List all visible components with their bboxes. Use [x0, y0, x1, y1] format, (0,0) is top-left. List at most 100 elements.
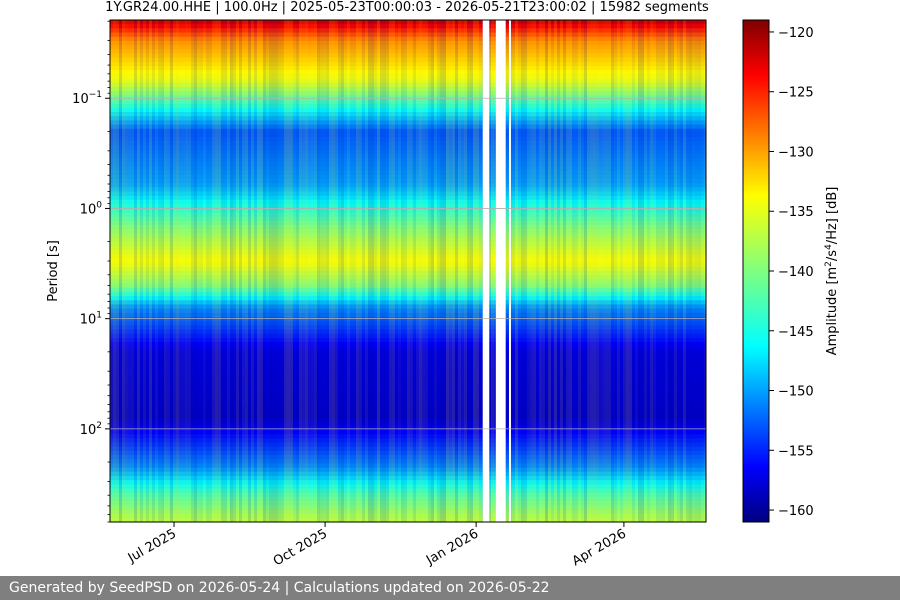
heatmap-stripe	[353, 20, 356, 522]
heatmap-row	[110, 258, 706, 264]
heatmap-stripe	[413, 20, 416, 522]
heatmap-stripe	[290, 20, 293, 522]
heatmap-row	[110, 509, 706, 515]
heatmap-row	[110, 91, 706, 96]
heatmap-row	[110, 28, 706, 34]
heatmap-row	[110, 224, 706, 230]
heatmap-row	[110, 513, 706, 519]
heatmap-row	[110, 421, 706, 427]
heatmap-stripe	[569, 20, 572, 522]
heatmap-stripe	[113, 20, 116, 522]
heatmap-stripe	[128, 20, 131, 522]
heatmap-stripe	[557, 20, 560, 522]
heatmap-row	[110, 467, 706, 473]
colorbar-tick-label: −145	[778, 325, 814, 340]
heatmap-stripe	[425, 20, 428, 522]
heatmap-stripe	[329, 20, 332, 522]
heatmap-stripe	[161, 20, 164, 522]
heatmap-stripe	[284, 20, 287, 522]
heatmap-stripe	[212, 20, 215, 522]
heatmap-stripe	[455, 20, 458, 522]
heatmap-row	[110, 287, 706, 293]
heatmap-stripe	[356, 20, 359, 522]
heatmap-stripe	[206, 20, 209, 522]
heatmap-stripe	[605, 20, 608, 522]
heatmap-stripe	[701, 20, 704, 522]
heatmap-row	[110, 400, 706, 406]
heatmap-stripe	[527, 20, 530, 522]
heatmap-stripe	[548, 20, 551, 522]
heatmap-stripe	[299, 20, 302, 522]
heatmap-stripe	[185, 20, 188, 522]
heatmap-stripe	[374, 20, 377, 522]
heatmap-stripe	[281, 20, 284, 522]
heatmap-stripe	[143, 20, 146, 522]
heatmap-row	[110, 455, 706, 460]
heatmap-stripe	[575, 20, 578, 522]
heatmap-row	[110, 501, 706, 506]
heatmap-stripe	[314, 20, 317, 522]
heatmap-row	[110, 392, 706, 398]
chart-title: 1Y.GR24.00.HHE | 100.0Hz | 2025-05-23T00…	[105, 0, 709, 15]
heatmap-row	[110, 404, 706, 410]
heatmap-row	[110, 216, 706, 222]
footer-bar: Generated by SeedPSD on 2026-05-24 | Cal…	[0, 576, 900, 600]
colorbar-ticks: −120 −125 −130 −135 −140 −145 −150 −155 −160	[769, 26, 814, 519]
heatmap-stripe	[674, 20, 677, 522]
heatmap-stripe	[215, 20, 218, 522]
heatmap-row	[110, 212, 706, 218]
colorbar-tick-label: −160	[778, 504, 814, 519]
heatmap-row	[110, 137, 706, 142]
heatmap-stripe	[305, 20, 308, 522]
heatmap-stripe	[479, 20, 482, 522]
heatmap-row	[110, 45, 706, 50]
heatmap-stripe	[410, 20, 413, 522]
heatmap-stripe	[176, 20, 179, 522]
heatmap-row	[110, 475, 706, 481]
heatmap-stripe	[467, 20, 470, 522]
heatmap-stripe	[191, 20, 194, 522]
x-tick-label: Jul 2025	[125, 526, 179, 566]
heatmap-row	[110, 266, 706, 272]
heatmap-row	[110, 342, 706, 347]
heatmap-row	[110, 191, 706, 197]
heatmap-stripe	[266, 20, 269, 522]
heatmap-row	[110, 103, 706, 109]
heatmap-stripe	[338, 20, 341, 522]
heatmap-stripe	[125, 20, 128, 522]
heatmap-row	[110, 417, 706, 423]
heatmap-row	[110, 325, 706, 331]
heatmap-stripe	[308, 20, 311, 522]
x-tick-label: Oct 2025	[271, 526, 330, 569]
heatmap-row	[110, 32, 706, 38]
heatmap-row	[110, 492, 706, 498]
heatmap-row	[110, 354, 706, 360]
heatmap-stripe	[680, 20, 683, 522]
heatmap-stripe	[344, 20, 347, 522]
heatmap-stripe	[422, 20, 425, 522]
heatmap-row	[110, 74, 706, 80]
heatmap-stripe	[602, 20, 605, 522]
heatmap-stripe	[518, 20, 521, 522]
heatmap-stripe	[293, 20, 296, 522]
heatmap-stripe	[362, 20, 365, 522]
heatmap-row	[110, 283, 706, 289]
heatmap-stripe	[572, 20, 575, 522]
heatmap-stripe	[218, 20, 221, 522]
heatmap-stripe	[617, 20, 620, 522]
heatmap-row	[110, 291, 706, 297]
heatmap-row	[110, 61, 706, 67]
heatmap-row	[110, 36, 706, 42]
heatmap-row	[110, 124, 706, 130]
heatmap-row	[110, 350, 706, 356]
heatmap-stripe	[404, 20, 407, 522]
heatmap-stripe	[587, 20, 590, 522]
heatmap-stripe	[677, 20, 680, 522]
heatmap-row	[110, 153, 706, 159]
colorbar-tick-label: −150	[778, 385, 814, 400]
heatmap-stripe	[689, 20, 692, 522]
heatmap-stripe	[320, 20, 323, 522]
colorbar-tick-label: −135	[778, 205, 814, 220]
colorbar-gradient	[742, 19, 770, 523]
heatmap-row	[110, 183, 706, 188]
